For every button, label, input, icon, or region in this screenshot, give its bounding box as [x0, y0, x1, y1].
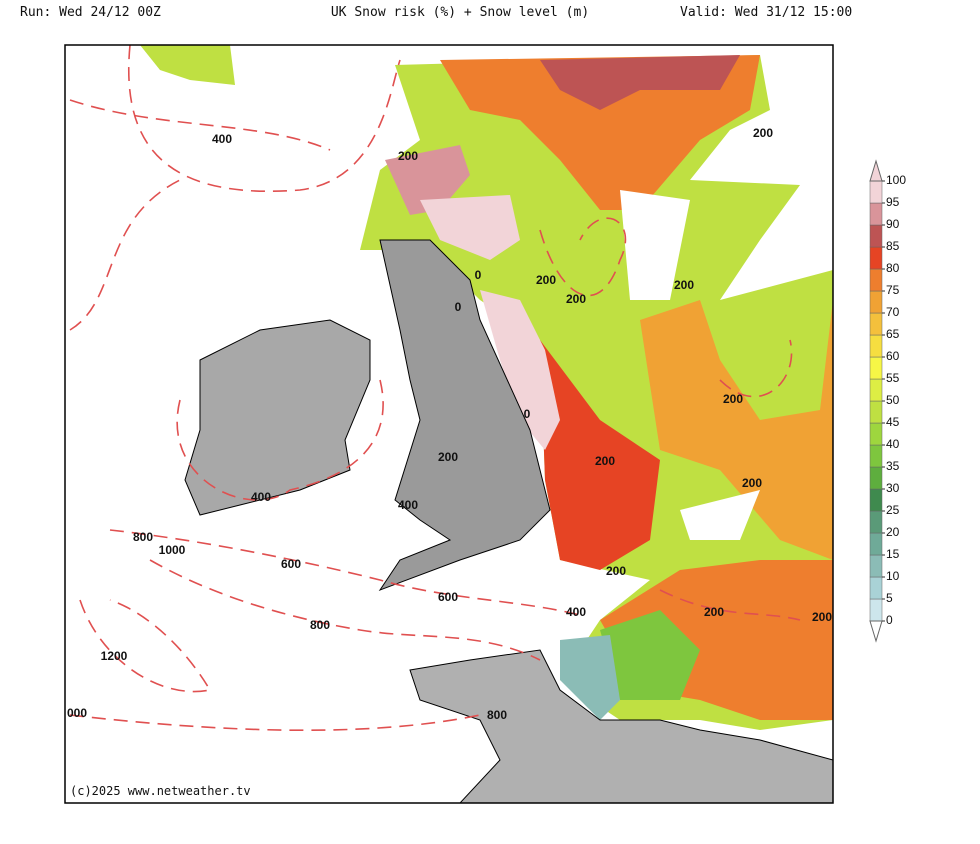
contour-label: 1200 — [101, 649, 128, 663]
colorbar-tick-label: 65 — [886, 327, 900, 341]
contour-label: 200 — [812, 610, 832, 624]
snow-risk-area — [385, 145, 470, 215]
valid-label: Valid: Wed 31/12 15:00 — [680, 5, 852, 20]
contour-label: 200 — [566, 292, 586, 306]
colorbar-swatch — [869, 356, 883, 380]
contour-label: 200 — [723, 392, 743, 406]
colorbar-tick-label: 50 — [886, 393, 900, 407]
contour-label: 800 — [487, 708, 507, 722]
colorbar-tick-label: 100 — [886, 173, 906, 187]
map: (c)2025 www.netweather.tv 400 200 200 0 0 200… — [65, 45, 833, 803]
colorbar-arrow — [869, 159, 883, 182]
contour-label: 200 — [753, 126, 773, 140]
contour-label: 400 — [212, 132, 232, 146]
colorbar-tick-label: 25 — [886, 503, 900, 517]
land-france — [409, 649, 833, 803]
colorbar-swatch — [869, 598, 883, 622]
contour-lines — [69, 45, 801, 732]
contour-label: 200 — [606, 564, 626, 578]
colorbar-swatch — [869, 466, 883, 490]
contour-label: 800 — [133, 530, 153, 544]
contour-label: 0 — [455, 300, 462, 314]
contour-label: 800 — [310, 618, 330, 632]
colorbar-tick-label: 0 — [886, 613, 893, 627]
colorbar-tick-label: 75 — [886, 283, 900, 297]
colorbar-swatch — [869, 400, 883, 424]
contour-label: 200 — [704, 605, 724, 619]
contour-label: 0 — [524, 407, 531, 421]
contour-label: 0 — [475, 268, 482, 282]
map-title: UK Snow risk (%) + Snow level (m) — [331, 5, 589, 20]
land-ireland — [184, 319, 371, 516]
colorbar-tick-label: 60 — [886, 349, 900, 363]
contour-label: 1000 — [159, 543, 186, 557]
snow-risk-area — [540, 55, 740, 110]
colorbar-tick-label: 15 — [886, 547, 900, 561]
contour-label: 200 — [595, 454, 615, 468]
contour-label: 200 — [438, 450, 458, 464]
run-label: Run: Wed 24/12 00Z — [20, 5, 161, 20]
colorbar-swatch — [869, 268, 883, 292]
contour-label: 000 — [67, 706, 87, 720]
colorbar-swatch — [869, 532, 883, 556]
snow-risk-area — [540, 340, 660, 570]
colorbar-tick-label: 5 — [886, 591, 893, 605]
snow-risk-area — [420, 195, 520, 260]
colorbar-swatch — [869, 554, 883, 578]
colorbar-swatch — [869, 202, 883, 226]
colorbar-swatch — [869, 290, 883, 314]
snow-risk-area — [140, 45, 235, 85]
contour-label: 600 — [438, 590, 458, 604]
colorbar-swatch — [869, 246, 883, 270]
credit: (c)2025 www.netweather.tv — [70, 784, 251, 798]
colorbar-swatch — [869, 510, 883, 534]
snow-risk-area — [440, 55, 760, 210]
colorbar-swatch — [869, 378, 883, 402]
colorbar-swatch — [869, 224, 883, 248]
contour-label: 400 — [566, 605, 586, 619]
snow-risk-area — [640, 300, 833, 560]
contour-label: 200 — [742, 476, 762, 490]
colorbar-tick-label: 20 — [886, 525, 900, 539]
colorbar-tick-label: 95 — [886, 195, 900, 209]
snow-risk-area — [480, 290, 560, 450]
contour-label: 400 — [251, 490, 271, 504]
colorbar-swatch — [869, 488, 883, 512]
contour-label: 400 — [398, 498, 418, 512]
contour-label: 200 — [536, 273, 556, 287]
colorbar-swatch — [869, 576, 883, 600]
colorbar-swatch — [869, 422, 883, 446]
contour-label: 600 — [281, 557, 301, 571]
map-frame — [64, 44, 834, 804]
colorbar-tick-label: 80 — [886, 261, 900, 275]
colorbar: 0 5 10 15 20 25 30 35 40 45 50 55 60 65 70 75 80 85 90 95 10… — [869, 159, 906, 643]
colorbar-tick-label: 45 — [886, 415, 900, 429]
colorbar-swatch — [869, 334, 883, 358]
colorbar-tick-label: 70 — [886, 305, 900, 319]
contour-label: 200 — [674, 278, 694, 292]
clear-area — [620, 190, 760, 540]
colorbar-swatch — [869, 312, 883, 336]
colorbar-tick-label: 55 — [886, 371, 900, 385]
contour-label: 200 — [398, 149, 418, 163]
snow-risk-area — [560, 635, 620, 720]
colorbar-tick-label: 85 — [886, 239, 900, 253]
colorbar-tick-label: 35 — [886, 459, 900, 473]
colorbar-swatch — [869, 444, 883, 468]
snow-risk-area — [600, 610, 700, 700]
colorbar-tick-label: 40 — [886, 437, 900, 451]
colorbar-tick-label: 90 — [886, 217, 900, 231]
colorbar-tick-label: 10 — [886, 569, 900, 583]
land-britain — [378, 239, 551, 592]
colorbar-tick-label: 30 — [886, 481, 900, 495]
colorbar-arrow — [869, 620, 883, 643]
colorbar-swatch — [869, 180, 883, 204]
